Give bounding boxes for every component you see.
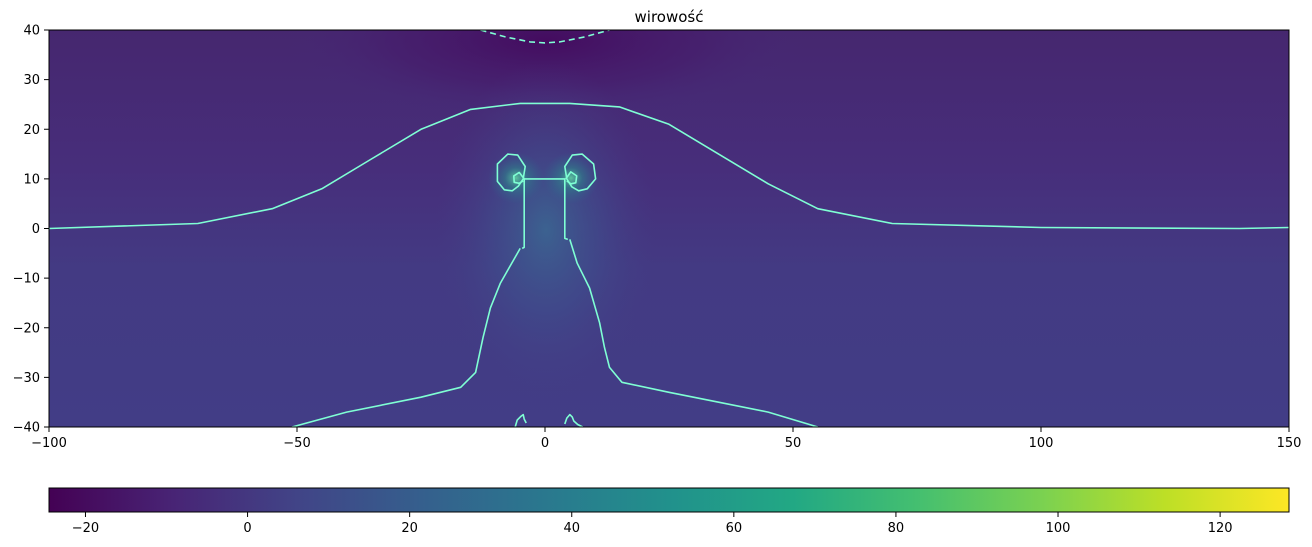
contour-line-3: [291, 248, 521, 427]
colorbar-tick-label: 60: [726, 521, 743, 536]
wake-glow: [436, 60, 656, 400]
contour-line-0: [49, 102, 1289, 230]
colorbar-tick-label: 100: [1046, 521, 1071, 536]
contour-line-2: [521, 178, 569, 250]
x-axis: −100 −50 0 50 100 150: [31, 427, 1301, 451]
x-tick-label: 100: [1029, 436, 1054, 451]
y-tick-label: 30: [23, 73, 40, 88]
contour-line-1: [480, 30, 610, 44]
colorbar: −20 0 20 40 60 80 100 120: [48, 487, 1290, 536]
y-tick-label: −40: [13, 421, 40, 436]
colorbar-ticks: −20 0 20 40 60 80 100 120: [72, 512, 1233, 536]
x-tick-label: −100: [31, 436, 67, 451]
contour-line-10: [564, 413, 584, 427]
y-tick-label: −20: [13, 321, 40, 336]
contour-lines: [49, 30, 1289, 427]
y-axis: −40 −30 −20 −10 0 10 20 30 40: [13, 24, 49, 436]
y-tick-label: 0: [32, 222, 40, 237]
chart-title: wirowość: [635, 8, 704, 26]
y-tick-label: −30: [13, 371, 40, 386]
y-tick-label: 20: [23, 123, 40, 138]
colorbar-tick-label: −20: [72, 521, 99, 536]
colorbar-tick-label: 120: [1208, 521, 1233, 536]
y-tick-label: 10: [23, 172, 40, 187]
contour-line-4: [569, 239, 819, 427]
colorbar-tick-label: 40: [563, 521, 580, 536]
contour-line-7: [564, 153, 597, 192]
colorbar-tick-label: 0: [243, 521, 251, 536]
contour-line-5: [496, 153, 526, 192]
x-tick-label: 50: [785, 436, 802, 451]
contour-line-9: [514, 413, 527, 427]
y-tick-label: 40: [23, 24, 40, 39]
x-tick-label: 150: [1277, 436, 1302, 451]
x-tick-label: −50: [283, 436, 310, 451]
contour-line-8: [565, 171, 578, 185]
colorbar-tick-label: 80: [888, 521, 905, 536]
right-vortex-glow: [543, 152, 599, 204]
colorbar-tick-label: 20: [401, 521, 418, 536]
colorbar-gradient: [48, 487, 1290, 513]
left-vortex-glow: [488, 152, 544, 204]
y-tick-label: −10: [13, 272, 40, 287]
heatmap-field: [49, 30, 1289, 427]
contour-line-6: [513, 171, 525, 185]
x-tick-label: 0: [541, 436, 549, 451]
